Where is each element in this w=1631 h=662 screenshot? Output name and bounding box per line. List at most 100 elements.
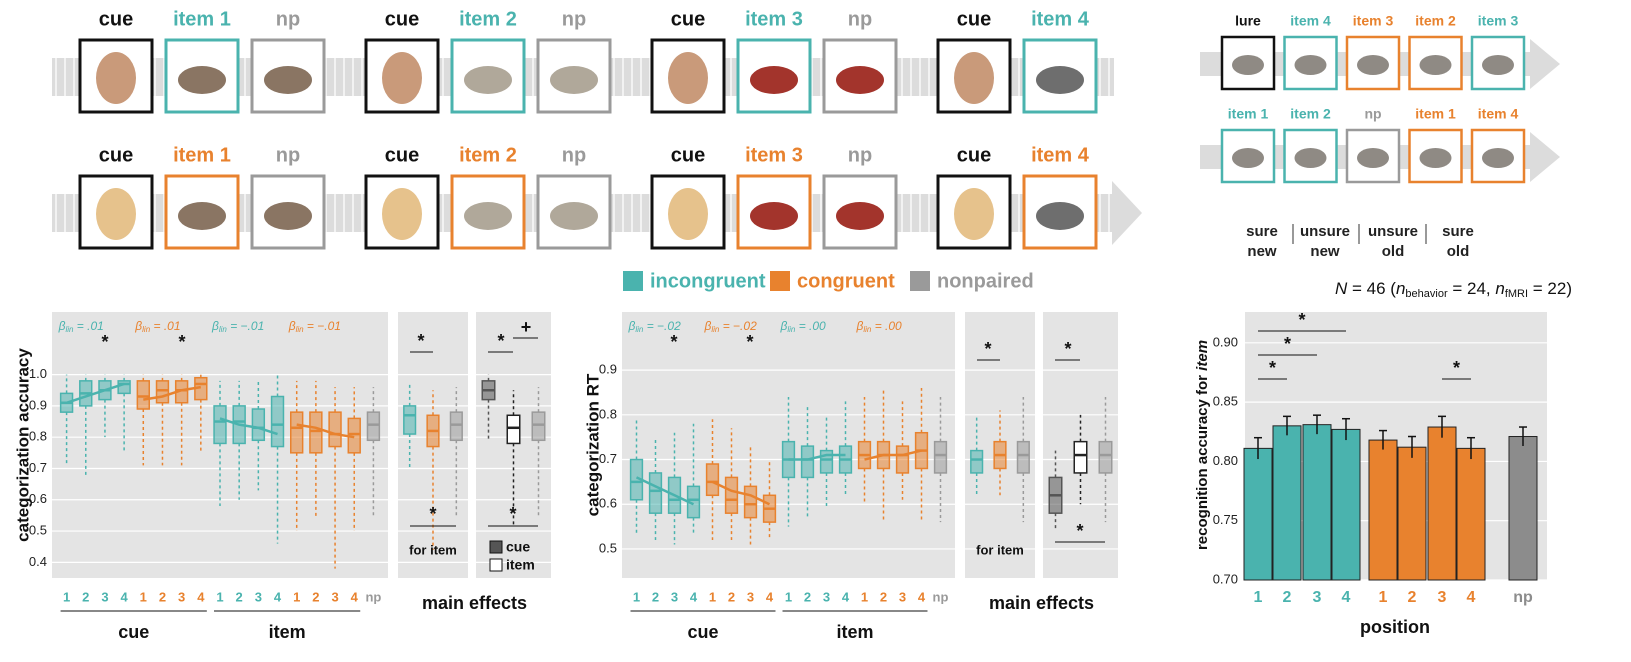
significance-mark: * [417, 331, 424, 351]
legend-swatch [489, 540, 503, 554]
time-arrow [1530, 132, 1560, 182]
y-axis-label-text: recognition accuracy for [1194, 371, 1211, 550]
legend-label: item [506, 557, 535, 573]
object-image [750, 202, 798, 230]
stimulus-label: cue [957, 144, 991, 166]
legend-swatch [489, 558, 503, 572]
x-tick-label: 1 [216, 589, 223, 604]
significance-mark: * [1076, 521, 1083, 541]
x-tick-label: 3 [331, 589, 338, 604]
stimulus-label: cue [671, 144, 705, 166]
stimulus-label: item 2 [459, 8, 517, 30]
object-image [264, 66, 312, 94]
x-tick-label: np [365, 589, 381, 604]
group-label: cue [687, 622, 718, 642]
significance-mark: * [1284, 334, 1291, 354]
object-image [464, 66, 512, 94]
stimulus-label: np [276, 8, 300, 30]
face-image [954, 52, 994, 104]
group-label: cue [118, 622, 149, 642]
y-tick-label: 0.8 [29, 429, 47, 444]
x-tick-label: 4 [197, 589, 205, 604]
legend-label: nonpaired [937, 270, 1034, 292]
group-label: item [836, 622, 873, 642]
box [213, 405, 227, 445]
stimulus-label: item 1 [173, 144, 231, 166]
beta-value: = .00 [871, 319, 902, 333]
box [531, 411, 546, 442]
box [328, 411, 342, 448]
stimulus-label: item 4 [1031, 144, 1090, 166]
stimulus-label: cue [671, 8, 705, 30]
test-image [1294, 148, 1327, 168]
stimulus-label: np [276, 144, 300, 166]
beta-value: = −.02 [643, 319, 681, 333]
x-tick-label: 2 [159, 589, 166, 604]
x-tick-label: 4 [121, 589, 129, 604]
y-tick-label: 0.6 [599, 496, 617, 511]
rating-label: unsure [1300, 223, 1350, 240]
test-label: item 1 [1415, 106, 1456, 122]
beta-sub: lin [787, 325, 796, 334]
box [743, 485, 758, 519]
box [819, 449, 834, 474]
test-image [1419, 148, 1452, 168]
test-image [1232, 55, 1264, 75]
test-label: item 3 [1478, 13, 1519, 29]
rating-label: old [1382, 243, 1405, 260]
stimulus-label: np [848, 8, 872, 30]
object-image [836, 202, 884, 230]
note-part: n [1396, 279, 1405, 298]
box [290, 411, 304, 454]
note-part: N [1335, 279, 1348, 298]
beta-label: βlin = .00 [856, 319, 903, 334]
significance-mark: * [1269, 358, 1276, 378]
beta-value: = .01 [73, 319, 103, 333]
note-part: = 22) [1528, 279, 1572, 298]
object-image [264, 202, 312, 230]
panel-title: main effects [422, 593, 527, 613]
x-tick-label: 2 [1283, 589, 1292, 606]
box [705, 463, 720, 497]
bar [1427, 426, 1457, 581]
test-image [1232, 148, 1264, 168]
beta-label: βlin = −.02 [704, 319, 758, 334]
y-tick-label: 0.70 [1213, 571, 1238, 586]
bar [1243, 447, 1273, 581]
x-tick-label: 4 [842, 589, 850, 604]
box [506, 414, 521, 445]
x-tick-label: 4 [274, 589, 282, 604]
test-label: item 4 [1290, 13, 1331, 29]
object-image [750, 66, 798, 94]
x-tick-label: 2 [804, 589, 811, 604]
trend-line [296, 423, 355, 439]
trend-line [66, 382, 125, 404]
significance-mark: * [178, 332, 185, 352]
test-label: item 2 [1415, 13, 1456, 29]
bar [1508, 436, 1538, 581]
y-tick-label: 0.7 [29, 460, 47, 475]
stimulus-frame [250, 38, 326, 114]
rating-label: new [1310, 243, 1340, 260]
stimulus-label: np [562, 8, 586, 30]
y-axis-label-em: item [1194, 340, 1211, 371]
trend-line [635, 476, 695, 506]
legend-label: cue [506, 539, 530, 555]
beta-symbol: β [704, 319, 712, 333]
stimulus-label: cue [385, 8, 419, 30]
box [366, 411, 381, 442]
x-tick-label: 2 [236, 589, 243, 604]
trend-line [864, 449, 922, 461]
stimulus-label: item 4 [1031, 8, 1090, 30]
rating-label: sure [1442, 223, 1474, 240]
x-tick-label: 4 [1467, 589, 1476, 606]
box [403, 405, 417, 435]
y-tick-label: 0.4 [29, 554, 47, 569]
stimulus-label: item 1 [173, 8, 231, 30]
y-tick-label: 0.5 [599, 540, 617, 555]
box [270, 395, 285, 448]
trend-line [219, 417, 278, 436]
box [251, 408, 266, 442]
object-image [1036, 66, 1084, 94]
